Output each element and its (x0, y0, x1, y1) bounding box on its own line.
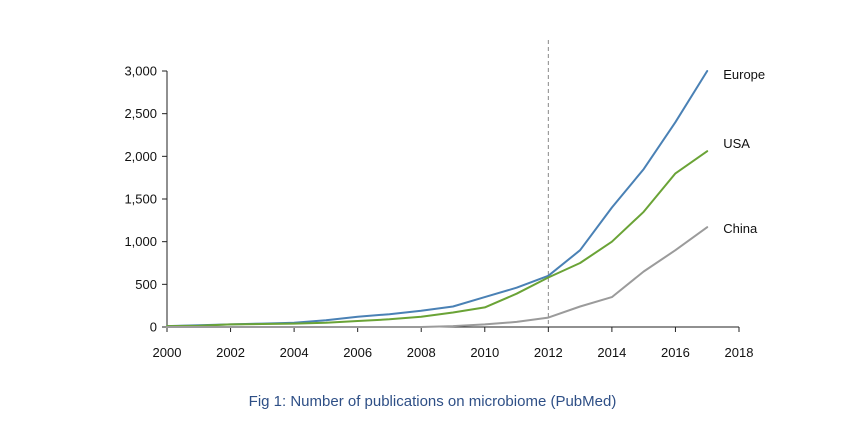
x-tick-label: 2014 (597, 345, 626, 360)
series-label-china: China (723, 221, 758, 236)
x-tick-label: 2008 (407, 345, 436, 360)
y-tick-label: 3,000 (124, 64, 157, 79)
series-label-usa: USA (723, 136, 750, 151)
series-line-china (166, 226, 709, 328)
y-tick-label: 500 (135, 277, 157, 292)
y-tick-label: 2,500 (124, 106, 157, 121)
series-line-usa (166, 150, 709, 328)
x-tick-label: 2010 (470, 345, 499, 360)
x-tick-label: 2018 (725, 345, 754, 360)
x-tick-label: 2012 (534, 345, 563, 360)
x-tick-label: 2000 (153, 345, 182, 360)
y-tick-label: 1,500 (124, 192, 157, 207)
x-tick-label: 2006 (343, 345, 372, 360)
figure-caption: Fig 1: Number of publications on microbi… (248, 393, 617, 410)
y-tick-label: 1,000 (124, 234, 157, 249)
x-tick-label: 2004 (280, 345, 309, 360)
chart: 0 500 1,000 1,500 2,000 2,500 3,000 2000 2002 200… (124, 40, 765, 360)
series-label-europe: Europe (723, 67, 765, 82)
x-tick-label: 2002 (216, 345, 245, 360)
x-tick-label: 2016 (661, 345, 690, 360)
y-tick-label: 0 (150, 320, 157, 335)
series-line-europe (166, 70, 709, 328)
y-tick-label: 2,000 (124, 149, 157, 164)
